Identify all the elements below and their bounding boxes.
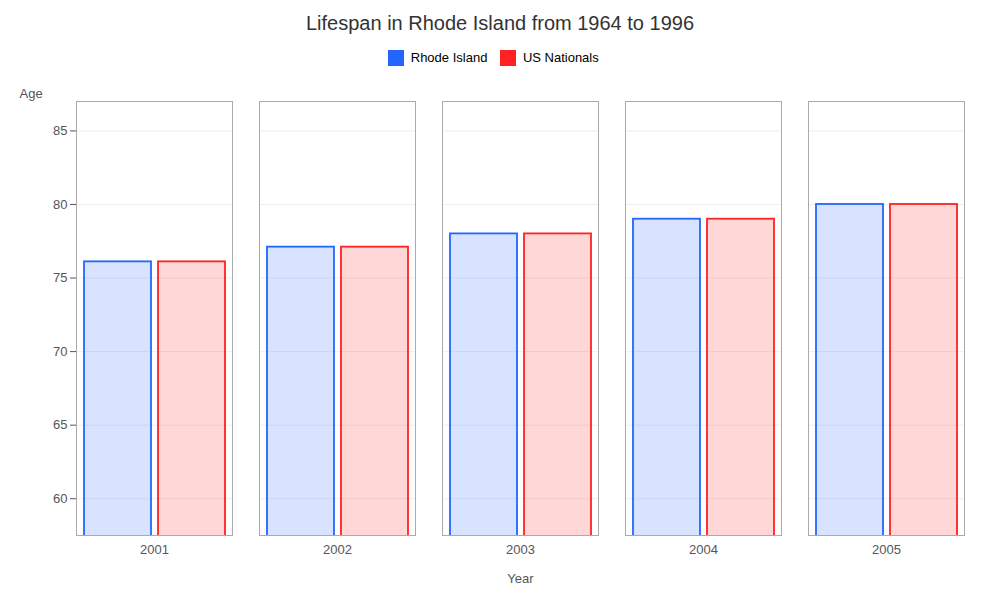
svg-text:80: 80 <box>53 196 67 211</box>
svg-text:85: 85 <box>53 123 67 138</box>
svg-text:60: 60 <box>53 490 67 505</box>
html-text:US Nationals: US Nationals <box>522 50 599 65</box>
svg-text:70: 70 <box>53 343 67 358</box>
svg-text:Year: Year <box>507 570 534 585</box>
svg-text:75: 75 <box>53 270 67 285</box>
html-text:Rhode Island: Rhode Island <box>410 50 488 65</box>
svg-text:2001: 2001 <box>140 541 169 556</box>
svg-text:65: 65 <box>53 417 67 432</box>
svg-text:2005: 2005 <box>872 541 901 556</box>
svg-text:Age: Age <box>20 85 43 100</box>
svg-text:2004: 2004 <box>689 541 718 556</box>
svg-text:2003: 2003 <box>506 541 535 556</box>
svg-text:2002: 2002 <box>323 541 352 556</box>
html-text:Lifespan in Rhode Island from: Lifespan in Rhode Island from 1964 to 19… <box>306 12 694 34</box>
